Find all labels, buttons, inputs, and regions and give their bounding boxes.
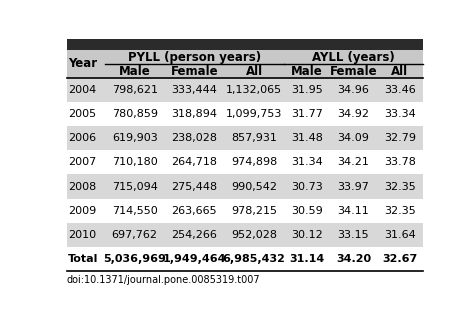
Text: PYLL (person years): PYLL (person years) (128, 51, 261, 64)
Bar (66, 78, 423, 102)
Bar (66, 223, 423, 247)
Text: 275,448: 275,448 (171, 181, 218, 192)
Text: 33.46: 33.46 (384, 85, 416, 95)
Text: 33.97: 33.97 (337, 181, 369, 192)
Text: 31.14: 31.14 (290, 254, 325, 264)
Text: 34.20: 34.20 (336, 254, 371, 264)
Text: 952,028: 952,028 (231, 230, 277, 240)
Text: 2004: 2004 (68, 85, 96, 95)
Text: 34.09: 34.09 (337, 133, 369, 143)
Text: 31.48: 31.48 (291, 133, 323, 143)
Text: 619,903: 619,903 (112, 133, 157, 143)
Text: 2010: 2010 (68, 230, 96, 240)
Text: 1,949,464: 1,949,464 (163, 254, 226, 264)
Text: 710,180: 710,180 (112, 157, 157, 168)
Text: 857,931: 857,931 (231, 133, 277, 143)
Text: Total: Total (68, 254, 99, 264)
Text: Male: Male (119, 65, 151, 78)
Text: 6,985,432: 6,985,432 (223, 254, 285, 264)
Text: 30.59: 30.59 (291, 206, 323, 216)
Text: 32.79: 32.79 (384, 133, 416, 143)
Text: 714,550: 714,550 (112, 206, 157, 216)
Text: 5,036,969: 5,036,969 (103, 254, 166, 264)
Text: 32.35: 32.35 (384, 181, 416, 192)
Text: 715,094: 715,094 (112, 181, 158, 192)
Text: 30.12: 30.12 (291, 230, 323, 240)
Text: 34.96: 34.96 (337, 85, 369, 95)
Text: 30.73: 30.73 (291, 181, 323, 192)
Text: 798,621: 798,621 (112, 85, 158, 95)
Text: 32.67: 32.67 (382, 254, 418, 264)
Bar (66, 39, 423, 50)
Text: 2005: 2005 (68, 109, 96, 119)
Text: 33.78: 33.78 (384, 157, 416, 168)
Text: 31.77: 31.77 (291, 109, 323, 119)
Text: 974,898: 974,898 (231, 157, 277, 168)
Bar (66, 150, 423, 175)
Bar (66, 65, 423, 78)
Text: All: All (391, 65, 408, 78)
Text: 2008: 2008 (68, 181, 96, 192)
Text: doi:10.1371/journal.pone.0085319.t007: doi:10.1371/journal.pone.0085319.t007 (66, 274, 260, 284)
Text: 33.34: 33.34 (384, 109, 416, 119)
Text: 31.34: 31.34 (291, 157, 323, 168)
Text: 33.15: 33.15 (337, 230, 369, 240)
Text: 31.64: 31.64 (384, 230, 416, 240)
Text: Year: Year (68, 57, 97, 70)
Text: 2007: 2007 (68, 157, 96, 168)
Text: 238,028: 238,028 (172, 133, 218, 143)
Text: Female: Female (329, 65, 377, 78)
Text: 697,762: 697,762 (112, 230, 158, 240)
Text: All: All (246, 65, 263, 78)
Bar (66, 175, 423, 199)
Text: 254,266: 254,266 (172, 230, 217, 240)
Text: 31.95: 31.95 (291, 85, 323, 95)
Bar (66, 50, 423, 65)
Text: 1,132,065: 1,132,065 (226, 85, 282, 95)
Text: 2006: 2006 (68, 133, 96, 143)
Text: 264,718: 264,718 (172, 157, 218, 168)
Bar (66, 102, 423, 126)
Text: Male: Male (291, 65, 323, 78)
Text: 2009: 2009 (68, 206, 96, 216)
Text: 34.92: 34.92 (337, 109, 369, 119)
Text: 263,665: 263,665 (172, 206, 217, 216)
Text: AYLL (years): AYLL (years) (312, 51, 395, 64)
Text: 32.35: 32.35 (384, 206, 416, 216)
Text: 780,859: 780,859 (112, 109, 158, 119)
Text: 34.21: 34.21 (337, 157, 369, 168)
Text: Female: Female (171, 65, 218, 78)
Text: 990,542: 990,542 (231, 181, 277, 192)
Bar (66, 199, 423, 223)
Bar (66, 126, 423, 150)
Text: 978,215: 978,215 (231, 206, 277, 216)
Text: 1,099,753: 1,099,753 (226, 109, 282, 119)
Text: 318,894: 318,894 (172, 109, 218, 119)
Text: 34.11: 34.11 (337, 206, 369, 216)
Text: 333,444: 333,444 (172, 85, 217, 95)
Bar (66, 247, 423, 271)
